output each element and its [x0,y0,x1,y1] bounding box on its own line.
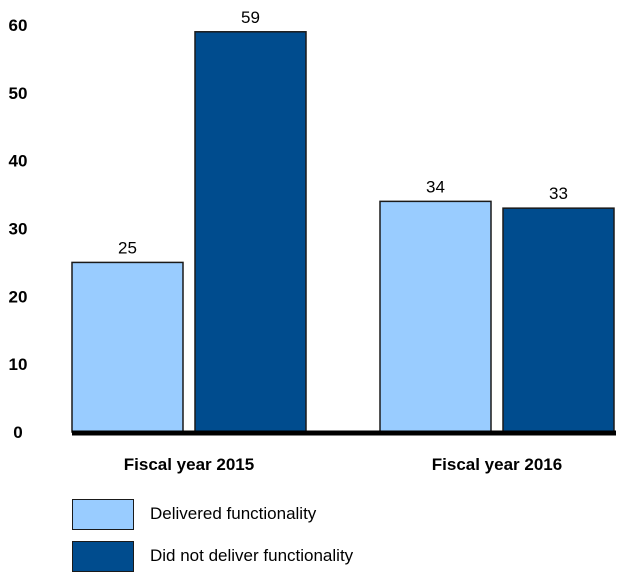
legend-item-delivered: Delivered functionality [72,497,353,531]
bar-not-delivered-1 [194,31,307,433]
bars [71,31,615,433]
y-tick-label: 10 [9,355,28,374]
legend-swatch-not-delivered [72,540,134,572]
legend-label-not-delivered: Did not deliver functionality [150,546,354,565]
bar-not-delivered-2 [502,207,615,433]
legend-item-not-delivered: Did not deliver functionality [72,539,353,573]
y-tick-label: 0 [13,423,22,442]
y-tick-label: 50 [9,84,28,103]
legend-label-delivered: Delivered functionality [150,504,317,523]
data-label: 59 [241,8,260,27]
category-labels: Fiscal year 2015 Fiscal year 2016 [124,455,562,474]
data-label: 34 [426,177,445,196]
category-label: Fiscal year 2016 [432,455,562,474]
legend: Delivered functionality Did not deliver … [72,497,353,581]
data-label: 25 [118,238,137,257]
y-tick-label: 20 [9,287,28,306]
y-tick-label: 60 [9,16,28,35]
y-tick-label: 30 [9,220,28,239]
bar-delivered-2 [379,200,492,433]
data-label: 33 [549,184,568,203]
y-tick-label: 40 [9,152,28,171]
y-axis-ticks: 0 10 20 30 40 50 60 [9,16,28,442]
data-labels: 25 59 34 33 [118,8,568,258]
legend-swatch-delivered [72,498,134,530]
bar-delivered-1 [71,261,184,433]
category-label: Fiscal year 2015 [124,455,254,474]
